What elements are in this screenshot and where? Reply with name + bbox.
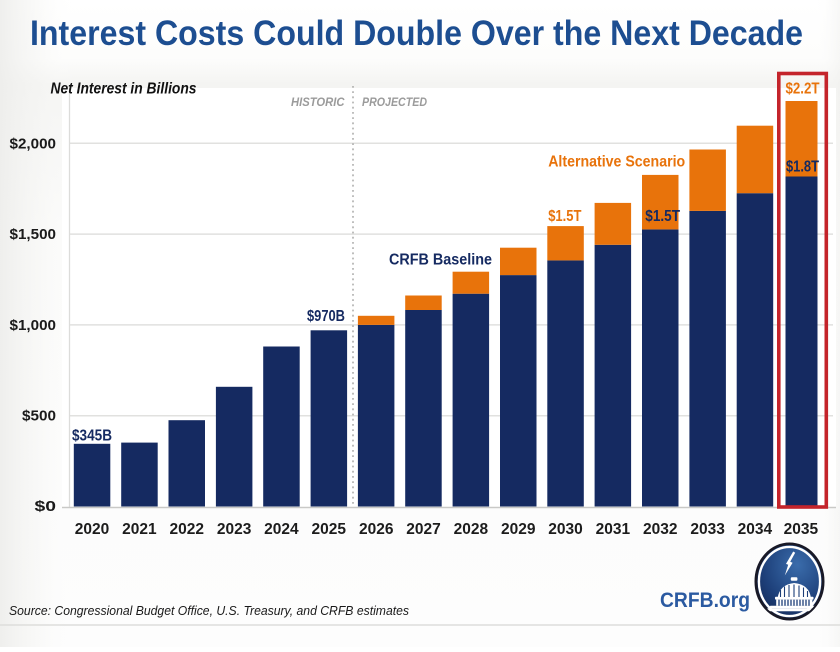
svg-text:2026: 2026: [359, 521, 394, 538]
svg-text:$0: $0: [35, 498, 57, 515]
svg-text:HISTORIC: HISTORIC: [291, 97, 345, 109]
svg-text:$970B: $970B: [307, 308, 345, 325]
svg-text:$1,000: $1,000: [10, 317, 57, 334]
svg-text:2022: 2022: [170, 521, 204, 538]
svg-text:2034: 2034: [738, 521, 773, 538]
svg-text:2021: 2021: [122, 521, 157, 538]
svg-text:2030: 2030: [548, 521, 582, 538]
svg-text:2024: 2024: [264, 521, 299, 538]
svg-text:Interest Costs Could Double Ov: Interest Costs Could Double Over the Nex…: [30, 14, 803, 53]
svg-text:$1.5T: $1.5T: [645, 208, 680, 225]
svg-text:2031: 2031: [596, 521, 631, 538]
svg-text:2029: 2029: [501, 521, 536, 538]
svg-text:2032: 2032: [643, 521, 677, 538]
svg-text:Source: Congressional Budget O: Source: Congressional Budget Office, U.S…: [9, 603, 409, 618]
svg-text:Net Interest in Billions: Net Interest in Billions: [51, 81, 197, 98]
svg-text:2027: 2027: [406, 521, 440, 538]
svg-text:Alternative Scenario: Alternative Scenario: [548, 154, 685, 171]
svg-text:$1,500: $1,500: [10, 226, 57, 243]
svg-text:2035: 2035: [784, 521, 819, 538]
svg-text:CRFB Baseline: CRFB Baseline: [389, 252, 492, 269]
svg-text:$345B: $345B: [72, 428, 112, 445]
svg-text:2028: 2028: [454, 521, 489, 538]
svg-text:$2,000: $2,000: [10, 135, 57, 152]
svg-text:2033: 2033: [690, 521, 725, 538]
svg-text:2020: 2020: [75, 521, 109, 538]
svg-text:CRFB.org: CRFB.org: [660, 588, 750, 612]
svg-text:2025: 2025: [312, 521, 347, 538]
svg-text:PROJECTED: PROJECTED: [362, 97, 427, 109]
svg-text:$1.5T: $1.5T: [548, 208, 581, 225]
svg-text:$1.8T: $1.8T: [786, 159, 819, 176]
svg-text:$2.2T: $2.2T: [786, 81, 820, 98]
svg-text:$500: $500: [22, 408, 56, 425]
svg-text:2023: 2023: [217, 521, 252, 538]
